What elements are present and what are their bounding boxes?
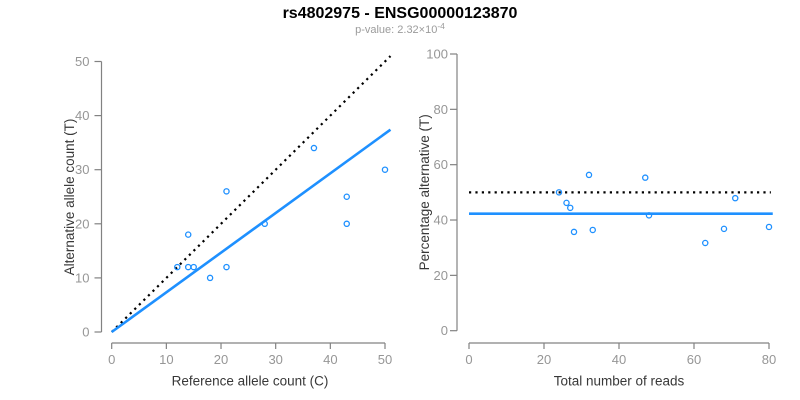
scatter-point xyxy=(174,263,181,271)
scatter-point xyxy=(381,166,389,173)
scatter-point xyxy=(555,189,563,196)
x-tick-label: 20 xyxy=(214,352,228,367)
p-value-exponent: -4 xyxy=(437,20,445,31)
scatter-point xyxy=(190,263,197,271)
y-tick-label: 100 xyxy=(426,47,448,62)
x-tick-label: 30 xyxy=(268,352,282,367)
scatter-point xyxy=(585,171,593,179)
scatter-point xyxy=(642,174,649,181)
scatter-point xyxy=(720,225,728,233)
y-tick-label: 80 xyxy=(434,102,448,117)
scatter-point xyxy=(184,263,192,271)
x-tick-label: 20 xyxy=(537,352,551,367)
scatter-point xyxy=(206,274,214,282)
y-tick-label: 20 xyxy=(434,268,448,283)
scatter-point xyxy=(702,239,709,247)
y-tick-label: 20 xyxy=(75,216,89,231)
scatter-point xyxy=(310,144,318,152)
y-tick-label: 10 xyxy=(75,270,89,285)
y-tick-label: 30 xyxy=(75,162,89,177)
x-tick-label: 0 xyxy=(465,352,472,367)
y-tick-label: 0 xyxy=(82,325,89,340)
x-tick-label: 60 xyxy=(687,352,701,367)
scatter-point xyxy=(223,188,230,195)
x-tick-label: 10 xyxy=(159,352,173,367)
scatter-point xyxy=(184,231,192,238)
x-tick-label: 80 xyxy=(762,352,776,367)
x-tick-label: 0 xyxy=(108,352,115,367)
scatter-point xyxy=(765,223,773,231)
y-axis-title: Percentage alternative (T) xyxy=(417,114,432,270)
scatter-point xyxy=(563,199,570,207)
scatter-point xyxy=(589,226,597,234)
scatter-point xyxy=(645,212,653,219)
y-tick-label: 40 xyxy=(75,108,89,123)
figure-title: rs4802975 - ENSG00000123870 xyxy=(282,5,518,22)
y-tick-label: 40 xyxy=(434,213,448,228)
scatter-point xyxy=(732,194,739,202)
y-tick-label: 0 xyxy=(441,323,448,338)
x-tick-label: 40 xyxy=(323,352,337,367)
x-tick-label: 50 xyxy=(378,352,392,367)
scatter-point xyxy=(567,204,574,212)
x-axis-title: Reference allele count (C) xyxy=(172,374,329,389)
p-value-text: p-value: 2.32×10 xyxy=(355,24,438,36)
scatter-point xyxy=(343,220,350,228)
scatter-point xyxy=(343,193,350,200)
figure-subtitle: p-value: 2.32×10-4 xyxy=(0,21,800,36)
y-axis-title: Alternative allele count (T) xyxy=(62,119,77,276)
fit-line xyxy=(110,128,392,334)
x-tick-label: 40 xyxy=(612,352,626,367)
fifty-percent-reference-line xyxy=(110,55,392,333)
scatter-point xyxy=(261,220,268,228)
y-tick-label: 50 xyxy=(75,54,89,69)
scatter-point xyxy=(223,263,230,271)
x-axis-title: Total number of reads xyxy=(554,374,685,389)
y-tick-label: 60 xyxy=(434,157,448,172)
scatter-point xyxy=(570,228,578,236)
